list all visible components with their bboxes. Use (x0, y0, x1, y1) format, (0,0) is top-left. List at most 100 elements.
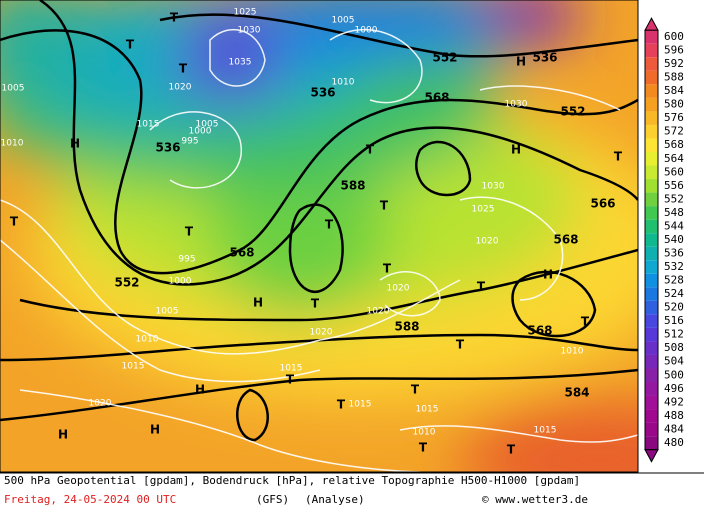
pressure-center: T (411, 383, 420, 397)
colorbar-tick-label: 572 (664, 125, 684, 138)
isobar-label: 1030 (238, 26, 261, 36)
pressure-center: T (581, 315, 590, 329)
isobar-label: 1015 (534, 426, 557, 436)
colorbar-segment (645, 70, 658, 85)
isobar-label: 1010 (1, 139, 24, 149)
pressure-center: T (477, 280, 486, 294)
isobar-label: 1000 (189, 127, 212, 137)
colorbar-tick-label: 488 (664, 409, 684, 422)
pressure-center: T (179, 62, 188, 76)
colorbar-tick-label: 588 (664, 71, 684, 84)
colorbar-segment (645, 395, 658, 410)
colorbar-segment (645, 300, 658, 315)
colorbar-tick-label: 596 (664, 44, 684, 57)
colorbar-arrow-top (644, 17, 659, 31)
colorbar-segment (645, 409, 658, 423)
colorbar-segment (645, 341, 658, 355)
isobar-label: 1025 (472, 205, 495, 215)
colorbar-tick-label: 580 (664, 98, 684, 111)
isobar-label: 1005 (196, 120, 219, 130)
isobar-label: 1010 (413, 428, 436, 438)
colorbar-segment (645, 30, 658, 44)
colorbar-segment (645, 152, 658, 166)
isobar-label: 1015 (137, 120, 160, 130)
footer-source: © www.wetter3.de (482, 493, 588, 506)
contour-label: 588 (394, 320, 419, 334)
colorbar-tick-label: 512 (664, 328, 684, 341)
colorbar-segment (645, 138, 658, 153)
colorbar-segment (645, 368, 658, 383)
colorbar-tick-label: 528 (664, 274, 684, 287)
colorbar-segment (645, 233, 658, 247)
colorbar-tick-label: 480 (664, 436, 684, 449)
isobar-label: 1010 (136, 335, 159, 345)
pressure-center: T (325, 218, 334, 232)
pressure-center: T (185, 225, 194, 239)
footer-date: Freitag, 24-05-2024 00 UTC (4, 493, 176, 506)
colorbar-segment (645, 97, 658, 112)
geopotential-contours (0, 0, 638, 442)
colorbar-tick-label: 484 (664, 422, 684, 435)
isobar-label: 1015 (349, 400, 372, 410)
colorbar-arrow-bottom (644, 449, 659, 463)
colorbar-tick-label: 576 (664, 111, 684, 124)
pressure-center: H (70, 137, 80, 151)
map-frame (0, 0, 639, 473)
colorbar-tick-label: 556 (664, 179, 684, 192)
contour-label: 536 (155, 141, 180, 155)
colorbar-tick-label: 564 (664, 152, 684, 165)
isobar-label: 1015 (416, 405, 439, 415)
colorbar-tick-label: 536 (664, 246, 684, 259)
colorbar-tick-label: 568 (664, 138, 684, 151)
isobar-label: 1005 (332, 16, 355, 26)
colorbar-tick-label: 600 (664, 30, 684, 43)
pressure-center: H (253, 296, 263, 310)
colorbar-segment (645, 84, 658, 98)
colorbar-segment (645, 124, 658, 139)
contour-label: 566 (590, 197, 615, 211)
colorbar-tick-label: 548 (664, 206, 684, 219)
colorbar-tick-label: 560 (664, 165, 684, 178)
pressure-center: T (366, 143, 375, 157)
colorbar-tick-label: 500 (664, 368, 684, 381)
colorbar-segment (645, 260, 658, 274)
colorbar-segment (645, 111, 658, 125)
pressure-center: H (195, 383, 205, 397)
colorbar-segment (645, 314, 658, 328)
isobar-label: 1005 (156, 307, 179, 317)
contour-label: 568 (229, 246, 254, 260)
colorbar-segment (645, 327, 658, 342)
colorbar-tick-label: 524 (664, 287, 684, 300)
isobar-label: 1025 (234, 8, 257, 18)
isobar-label: 1005 (2, 84, 25, 94)
pressure-center: T (383, 262, 392, 276)
colorbar-tick-label: 592 (664, 57, 684, 70)
isobar-label: 1020 (367, 307, 390, 317)
isobar-label: 1000 (169, 277, 192, 287)
contour-label: 552 (432, 51, 457, 65)
pressure-center: T (10, 215, 19, 229)
pressure-center: T (419, 441, 428, 455)
isobar-label: 1030 (505, 100, 528, 110)
isobar-label: 1010 (561, 347, 584, 357)
colorbar-tick-label: 508 (664, 341, 684, 354)
contour-label: 568 (424, 91, 449, 105)
pressure-center: T (380, 199, 389, 213)
contour-label: 552 (560, 105, 585, 119)
colorbar-segment (645, 57, 658, 71)
isobar-label: 995 (178, 255, 195, 265)
colorbar-tick-label: 520 (664, 301, 684, 314)
colorbar-segment (645, 246, 658, 261)
colorbar-segment (645, 287, 658, 301)
colorbar-segment (645, 165, 658, 180)
pressure-center: T (126, 38, 135, 52)
colorbar-segment (645, 219, 658, 234)
contour-label: 584 (564, 386, 589, 400)
pressure-center: T (170, 11, 179, 25)
isobar-label: 1015 (122, 362, 145, 372)
colorbar-segment (645, 273, 658, 288)
colorbar-segment (645, 192, 658, 207)
isobar-label: 1020 (169, 83, 192, 93)
colorbar-segment (645, 422, 658, 437)
